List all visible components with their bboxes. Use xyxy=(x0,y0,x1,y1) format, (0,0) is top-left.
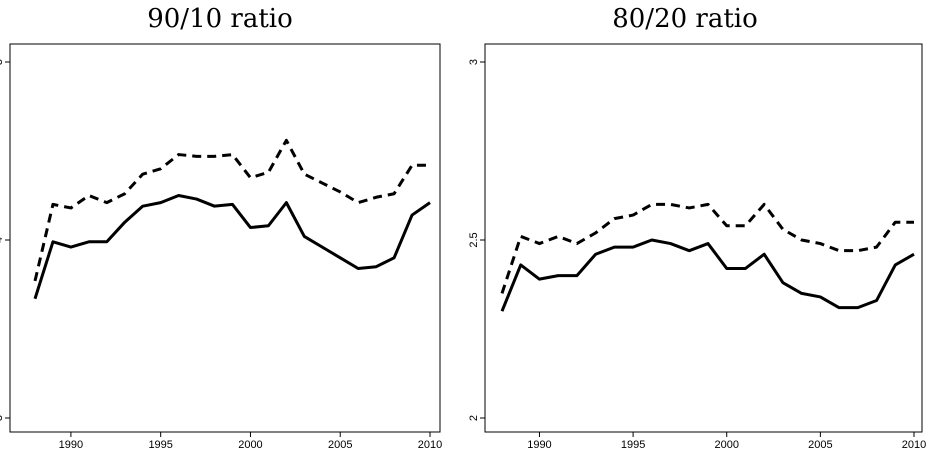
y-tick-label-right: 3 xyxy=(468,59,480,65)
x-tick-label-right: 1990 xyxy=(527,439,551,451)
chart-title-right: 80/20 ratio xyxy=(612,4,758,34)
y-tick-label-left: 3 xyxy=(0,415,5,421)
x-tick-label-right: 2000 xyxy=(714,439,738,451)
y-tick-label-right: 2 xyxy=(468,415,480,421)
plot-frame-right xyxy=(484,43,923,433)
series-line-solid-left xyxy=(33,194,431,300)
x-tick-label-left: 1990 xyxy=(59,439,83,451)
series-line-solid-right xyxy=(500,238,915,312)
x-tick-label-left: 2005 xyxy=(328,439,352,451)
y-tick-label-left: 5 xyxy=(0,59,5,65)
series-line-dashed-right xyxy=(500,202,914,294)
y-tick-label-left: 4 xyxy=(0,237,5,243)
x-tick-label-left: 2010 xyxy=(418,439,442,451)
chart-title-left: 90/10 ratio xyxy=(147,4,293,34)
x-tick-label-left: 1995 xyxy=(148,439,172,451)
x-tick-label-right: 2005 xyxy=(808,439,832,451)
y-tick-label-right: 2.5 xyxy=(468,232,480,247)
x-tick-label-right: 2010 xyxy=(902,439,926,451)
x-tick-label-left: 2000 xyxy=(238,439,262,451)
plot-frame-left xyxy=(9,43,441,433)
series-line-dashed-left xyxy=(33,138,430,282)
x-tick-label-right: 1995 xyxy=(621,439,645,451)
